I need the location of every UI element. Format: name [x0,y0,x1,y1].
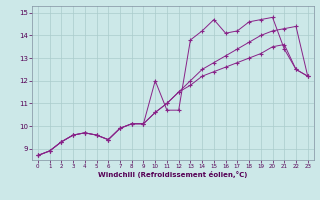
X-axis label: Windchill (Refroidissement éolien,°C): Windchill (Refroidissement éolien,°C) [98,171,247,178]
